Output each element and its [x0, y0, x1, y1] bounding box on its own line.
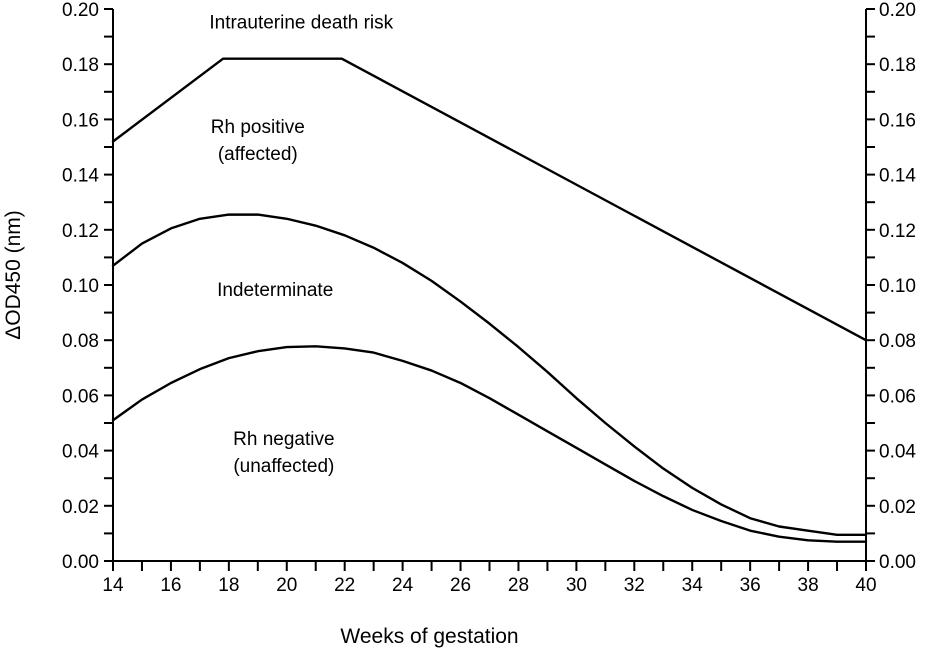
series-line-2 — [111, 213, 868, 536]
y-tick-label-left: 0.12 — [62, 221, 99, 242]
y-tick-label-right: 0.16 — [879, 110, 916, 131]
region-label-line: Rh positive — [211, 117, 305, 138]
series-group — [111, 57, 868, 543]
y-tick-label-right: 0.08 — [879, 331, 916, 352]
y-tick-label-left: 0.14 — [62, 166, 99, 187]
y-tick-label-left: 0.08 — [62, 331, 99, 352]
x-tick-label: 26 — [450, 575, 471, 596]
ticks: 0.00 0.00 0.02 0.02 0.04 0.04 0.06 0.06 0.08 0.08… — [62, 0, 916, 596]
y-tick-label-right: 0.06 — [879, 386, 916, 407]
region-label-line: Intrauterine death risk — [209, 12, 393, 33]
x-tick-label: 36 — [740, 575, 761, 596]
series-line-3 — [111, 345, 868, 543]
series-line-1 — [111, 57, 868, 342]
x-tick-label: 40 — [855, 575, 876, 596]
y-tick-label-right: 0.12 — [879, 221, 916, 242]
x-tick-label: 22 — [334, 575, 355, 596]
y-tick-label-left: 0.00 — [62, 552, 99, 573]
y-tick-label-left: 0.10 — [62, 276, 99, 297]
x-tick-label: 32 — [624, 575, 645, 596]
region-label-line: Rh negative — [233, 429, 334, 450]
y-tick-label-right: 0.00 — [879, 552, 916, 573]
x-tick-label: 18 — [218, 575, 239, 596]
y-tick-label-left: 0.20 — [62, 0, 99, 21]
x-tick-label: 20 — [276, 575, 297, 596]
x-tick-label: 34 — [682, 575, 704, 596]
y-tick-label-left: 0.02 — [62, 497, 99, 518]
x-tick-label: 28 — [508, 575, 529, 596]
y-tick-label-right: 0.18 — [879, 55, 916, 76]
y-tick-label-left: 0.04 — [62, 442, 99, 463]
y-tick-label-right: 0.04 — [879, 442, 916, 463]
x-tick-label: 38 — [798, 575, 819, 596]
region-label-2: Rh positive (affected) — [211, 117, 305, 165]
y-tick-label-left: 0.18 — [62, 55, 99, 76]
region-label-line: (affected) — [218, 144, 298, 165]
x-tick-label: 24 — [392, 575, 414, 596]
y-tick-label-left: 0.06 — [62, 386, 99, 407]
region-label-line: (unaffected) — [233, 456, 334, 477]
annotations: Intrauterine death risk Rh positive (affec… — [209, 12, 393, 477]
y-axis-title: ΔOD450 (nm) — [2, 210, 25, 340]
y-tick-label-right: 0.02 — [879, 497, 916, 518]
y-tick-label-right: 0.10 — [879, 276, 916, 297]
region-label-3: Indeterminate — [217, 280, 333, 301]
x-tick-label: 16 — [160, 575, 181, 596]
y-tick-label-left: 0.16 — [62, 110, 99, 131]
x-axis-title: Weeks of gestation — [340, 625, 518, 648]
region-label-4: Rh negative (unaffected) — [233, 429, 334, 477]
y-tick-label-right: 0.14 — [879, 166, 916, 187]
region-label-1: Intrauterine death risk — [209, 12, 393, 33]
y-tick-label-right: 0.20 — [879, 0, 916, 21]
x-tick-label: 14 — [102, 575, 124, 596]
region-label-line: Indeterminate — [217, 280, 333, 301]
x-tick-label: 30 — [566, 575, 587, 596]
